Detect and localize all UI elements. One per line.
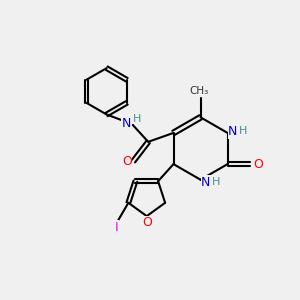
Text: N: N — [122, 118, 131, 130]
Text: N: N — [201, 176, 211, 189]
Text: H: H — [212, 177, 220, 187]
Text: O: O — [142, 216, 152, 229]
Text: I: I — [115, 221, 118, 234]
Text: CH₃: CH₃ — [189, 86, 209, 96]
Text: O: O — [122, 154, 132, 168]
Text: H: H — [239, 126, 247, 136]
Text: N: N — [228, 125, 238, 138]
Text: O: O — [253, 158, 263, 171]
Text: H: H — [133, 114, 141, 124]
